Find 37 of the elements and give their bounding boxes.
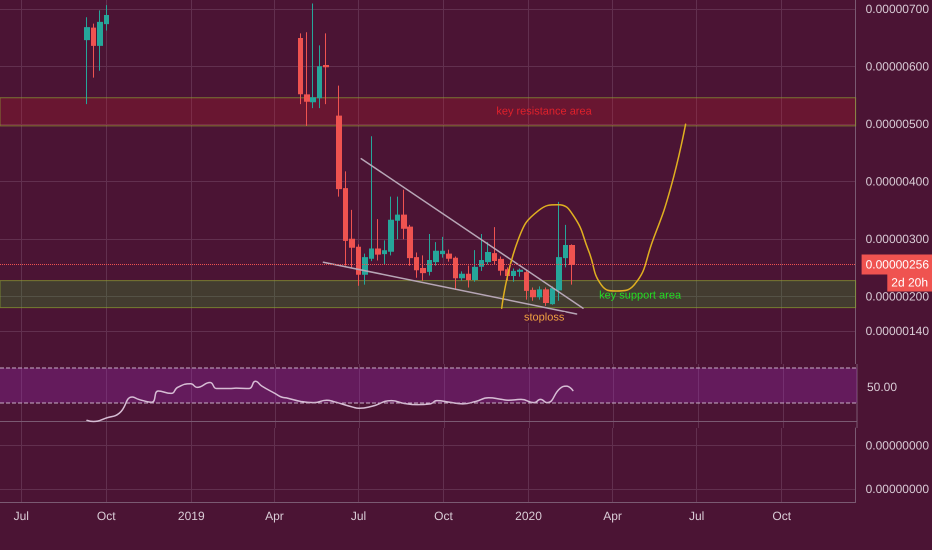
candlestick (375, 218, 381, 261)
x-tick-label: Oct (772, 509, 792, 523)
y-tick-label: 0.00000400 (866, 174, 930, 189)
candlestick (472, 250, 478, 282)
y-tick-label: 0.00000300 (866, 232, 930, 246)
y-tick-label: 0.00000600 (866, 60, 930, 74)
candlestick (91, 23, 96, 78)
annotation: stoploss (524, 312, 565, 324)
candlestick (323, 32, 329, 105)
ref-line-label: 0.00000256 (866, 258, 930, 272)
text: 0.00000000 (866, 438, 930, 453)
y-tick-label: 0.00000140 (866, 324, 930, 338)
candlestick (537, 286, 542, 300)
candlestick (459, 270, 465, 282)
x-tick-label: Jul (350, 509, 366, 523)
candlestick (550, 286, 555, 306)
x-tick-label: Oct (434, 509, 454, 523)
candlestick (304, 32, 310, 126)
band-label: key resistance area (496, 106, 593, 118)
line-series (500, 123, 686, 309)
y-tick-label: 0.00000500 (866, 117, 930, 132)
text: 50.00 (867, 380, 898, 394)
text: 0.00000000 (866, 482, 930, 496)
x-tick-label: Apr (603, 509, 622, 523)
x-tick-label: Jul (689, 509, 704, 523)
x-tick-label: 2019 (178, 509, 205, 523)
candlestick (298, 32, 303, 105)
x-tick-label: Oct (96, 509, 116, 523)
band-label: key support area (599, 289, 682, 302)
x-tick-label: Apr (265, 509, 284, 523)
y-tick-label: 0.00000200 (866, 290, 930, 304)
x-tick-label: 2020 (515, 509, 542, 523)
candlestick (543, 287, 549, 306)
x-tick-label: Jul (14, 509, 29, 523)
y-tick-label: 0.00000700 (866, 2, 930, 16)
candlestick (84, 16, 90, 105)
text: 2d 20h (891, 276, 928, 290)
